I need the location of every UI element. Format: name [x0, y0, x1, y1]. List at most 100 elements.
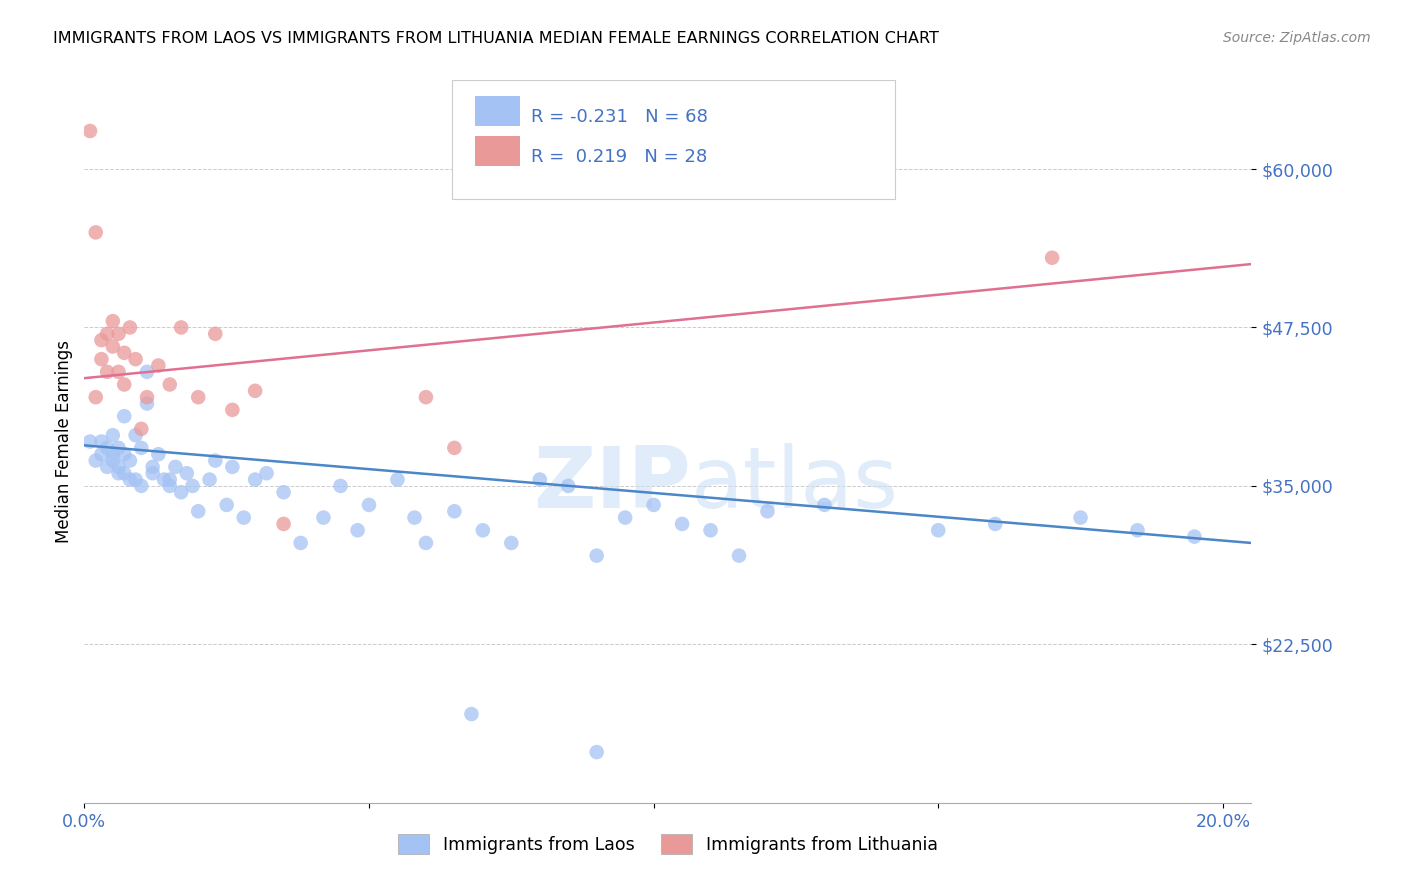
- Point: [243, 473, 266, 487]
- Point: [643, 498, 665, 512]
- Point: [198, 473, 221, 487]
- Point: [699, 523, 721, 537]
- Point: [124, 428, 146, 442]
- Point: [501, 536, 523, 550]
- Point: [107, 459, 129, 474]
- Point: [471, 523, 494, 537]
- Point: [142, 467, 165, 481]
- Point: [204, 453, 226, 467]
- Point: [273, 485, 295, 500]
- Point: [312, 510, 335, 524]
- Point: [129, 422, 152, 436]
- Point: [187, 390, 209, 404]
- Point: [129, 479, 152, 493]
- Point: [107, 365, 129, 379]
- Point: [1126, 523, 1149, 537]
- Point: [728, 549, 751, 563]
- Point: [90, 434, 112, 449]
- Point: [79, 434, 101, 449]
- Point: [159, 473, 181, 487]
- Point: [101, 453, 124, 467]
- Point: [101, 314, 124, 328]
- Point: [585, 549, 607, 563]
- Point: [96, 441, 118, 455]
- Point: [101, 428, 124, 442]
- Point: [557, 479, 579, 493]
- Point: [221, 459, 243, 474]
- Point: [927, 523, 949, 537]
- Point: [101, 447, 124, 461]
- Point: [112, 346, 135, 360]
- Point: [221, 402, 243, 417]
- Point: [1184, 530, 1206, 544]
- Point: [215, 498, 238, 512]
- Point: [107, 467, 129, 481]
- Point: [129, 441, 152, 455]
- Text: ZIP: ZIP: [533, 443, 692, 526]
- Point: [984, 516, 1007, 531]
- Point: [415, 536, 437, 550]
- Point: [176, 467, 198, 481]
- Point: [124, 352, 146, 367]
- Point: [232, 510, 254, 524]
- Point: [671, 516, 693, 531]
- Legend: Immigrants from Laos, Immigrants from Lithuania: Immigrants from Laos, Immigrants from Li…: [389, 825, 946, 863]
- Point: [813, 498, 835, 512]
- Point: [112, 467, 135, 481]
- Point: [1070, 510, 1092, 524]
- Point: [101, 339, 124, 353]
- Point: [90, 352, 112, 367]
- Text: Source: ZipAtlas.com: Source: ZipAtlas.com: [1223, 31, 1371, 45]
- Point: [79, 124, 101, 138]
- Text: R =  0.219   N = 28: R = 0.219 N = 28: [531, 148, 707, 166]
- Point: [415, 390, 437, 404]
- Point: [96, 459, 118, 474]
- Point: [124, 473, 146, 487]
- Point: [96, 365, 118, 379]
- Point: [84, 226, 107, 240]
- Point: [443, 441, 465, 455]
- Point: [148, 359, 170, 373]
- FancyBboxPatch shape: [475, 136, 520, 166]
- Point: [443, 504, 465, 518]
- Point: [112, 377, 135, 392]
- Point: [107, 441, 129, 455]
- Point: [273, 516, 295, 531]
- Point: [329, 479, 352, 493]
- Point: [460, 707, 482, 722]
- Point: [243, 384, 266, 398]
- Point: [170, 485, 193, 500]
- Point: [136, 390, 159, 404]
- Point: [112, 409, 135, 424]
- Point: [404, 510, 426, 524]
- Point: [90, 447, 112, 461]
- Point: [346, 523, 368, 537]
- Point: [142, 459, 165, 474]
- Point: [118, 453, 141, 467]
- FancyBboxPatch shape: [451, 80, 896, 200]
- Point: [112, 447, 135, 461]
- Point: [357, 498, 380, 512]
- Point: [187, 504, 209, 518]
- Text: IMMIGRANTS FROM LAOS VS IMMIGRANTS FROM LITHUANIA MEDIAN FEMALE EARNINGS CORRELA: IMMIGRANTS FROM LAOS VS IMMIGRANTS FROM …: [53, 31, 939, 46]
- Text: atlas: atlas: [692, 443, 900, 526]
- Y-axis label: Median Female Earnings: Median Female Earnings: [55, 340, 73, 543]
- Point: [153, 473, 176, 487]
- Point: [84, 390, 107, 404]
- Point: [96, 326, 118, 341]
- Point: [107, 326, 129, 341]
- Point: [290, 536, 312, 550]
- Point: [159, 377, 181, 392]
- Point: [256, 467, 278, 481]
- FancyBboxPatch shape: [475, 95, 520, 126]
- Point: [148, 447, 170, 461]
- Point: [387, 473, 409, 487]
- Point: [1040, 251, 1063, 265]
- Point: [136, 396, 159, 410]
- Point: [165, 459, 187, 474]
- Point: [170, 320, 193, 334]
- Point: [614, 510, 637, 524]
- Point: [756, 504, 779, 518]
- Point: [90, 333, 112, 347]
- Point: [159, 479, 181, 493]
